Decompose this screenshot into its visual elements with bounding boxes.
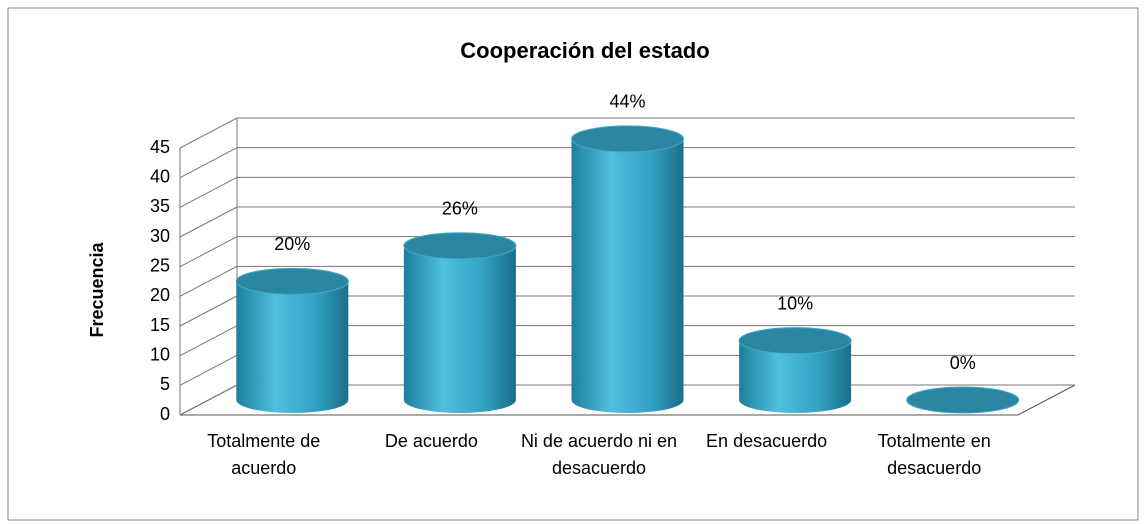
bar-top — [906, 386, 1020, 414]
side-grid-line — [179, 236, 238, 268]
data-label: 44% — [609, 92, 645, 112]
chart-title: Cooperación del estado — [460, 38, 709, 63]
bar — [906, 386, 1020, 414]
bar — [571, 125, 684, 413]
bar — [235, 267, 349, 413]
y-axis-label: Frecuencia — [87, 241, 107, 337]
side-grid-line — [179, 206, 238, 238]
y-tick-label: 40 — [150, 166, 170, 186]
data-label: 26% — [442, 198, 478, 218]
x-tick-label: En desacuerdo — [706, 431, 828, 451]
bar-body — [403, 245, 516, 413]
side-grid-line — [179, 295, 238, 327]
x-tick-label: De acuerdo — [384, 431, 478, 451]
side-grid-line — [179, 117, 238, 149]
y-tick-label: 30 — [150, 226, 170, 246]
side-grid-line — [179, 325, 238, 357]
x-tick-label: Totalmente de acuerdo — [207, 431, 321, 478]
bar-top — [571, 125, 684, 153]
bar — [738, 327, 852, 413]
y-tick-label: 35 — [150, 196, 170, 216]
side-grid-line — [179, 176, 238, 208]
bar-body — [571, 138, 684, 413]
side-grid-line — [179, 354, 238, 386]
y-tick-label: 25 — [150, 255, 170, 275]
bar-top — [235, 267, 349, 295]
y-tick-label: 45 — [150, 137, 170, 157]
data-label: 0% — [950, 353, 976, 373]
y-tick-label: 0 — [160, 404, 170, 424]
bar-body — [236, 281, 349, 413]
y-tick-label: 5 — [160, 374, 170, 394]
y-tick-label: 10 — [150, 344, 170, 364]
bar — [403, 232, 517, 413]
side-grid-line — [179, 384, 238, 416]
side-grid-line — [179, 265, 238, 297]
bar-top — [738, 327, 852, 355]
bar-body — [739, 340, 852, 413]
side-grid-line — [179, 147, 238, 179]
x-tick-label: Totalmente en desacuerdo — [877, 431, 991, 478]
y-tick-label: 15 — [150, 315, 170, 335]
x-tick-label: Ni de acuerdo ni en desacuerdo — [520, 431, 678, 478]
y-tick-label: 20 — [150, 285, 170, 305]
bar-top — [403, 232, 517, 260]
data-label: 10% — [777, 293, 813, 313]
data-label: 20% — [274, 234, 310, 254]
